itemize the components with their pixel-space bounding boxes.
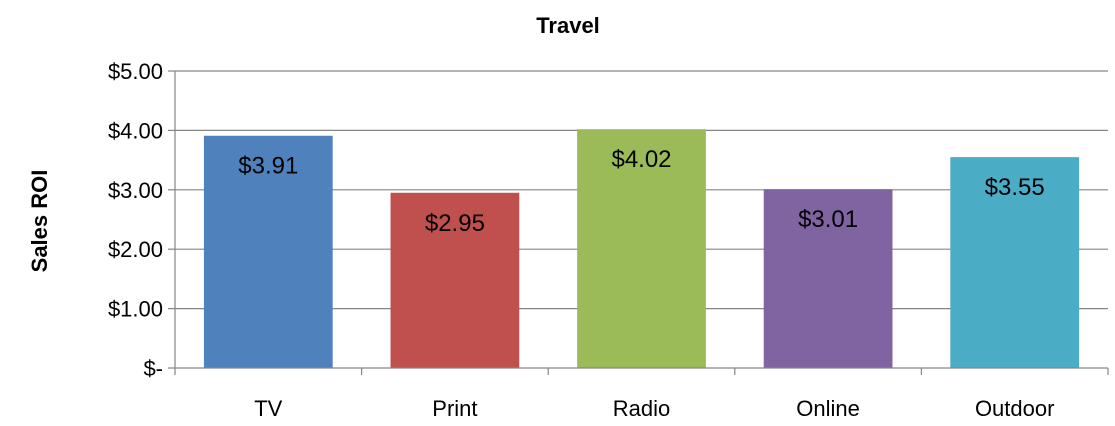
x-tick-label: TV: [254, 396, 282, 421]
x-tick-label: Outdoor: [975, 396, 1055, 421]
x-tick-label: Print: [432, 396, 477, 421]
y-tick-label: $4.00: [108, 118, 163, 143]
y-tick-label: $1.00: [108, 297, 163, 322]
y-tick-labels: $- $1.00 $2.00 $3.00 $4.00 $5.00: [108, 59, 163, 381]
y-axis-label: Sales ROI: [27, 170, 52, 273]
y-tick-label: $2.00: [108, 237, 163, 262]
y-tick-label: $3.00: [108, 178, 163, 203]
data-label: $2.95: [425, 210, 485, 237]
x-tick-labels: TV Print Radio Online Outdoor: [254, 396, 1054, 421]
data-label: $3.91: [238, 153, 298, 180]
bars: [203, 129, 1080, 368]
data-label: $3.01: [798, 206, 858, 233]
x-tick-label: Online: [796, 396, 860, 421]
axes: [168, 70, 1109, 375]
chart-title: Travel: [536, 13, 600, 38]
bar: [763, 189, 893, 368]
bar: [577, 129, 706, 368]
bar: [203, 135, 333, 368]
x-tick-label: Radio: [613, 396, 670, 421]
data-labels: $3.91 $2.95 $4.02 $3.01 $3.55: [238, 146, 1044, 237]
data-label: $4.02: [611, 146, 671, 173]
bar: [390, 192, 520, 368]
bar: [950, 157, 1080, 368]
data-label: $3.55: [985, 174, 1045, 201]
y-tick-label: $5.00: [108, 59, 163, 84]
y-tick-label: $-: [143, 356, 163, 381]
